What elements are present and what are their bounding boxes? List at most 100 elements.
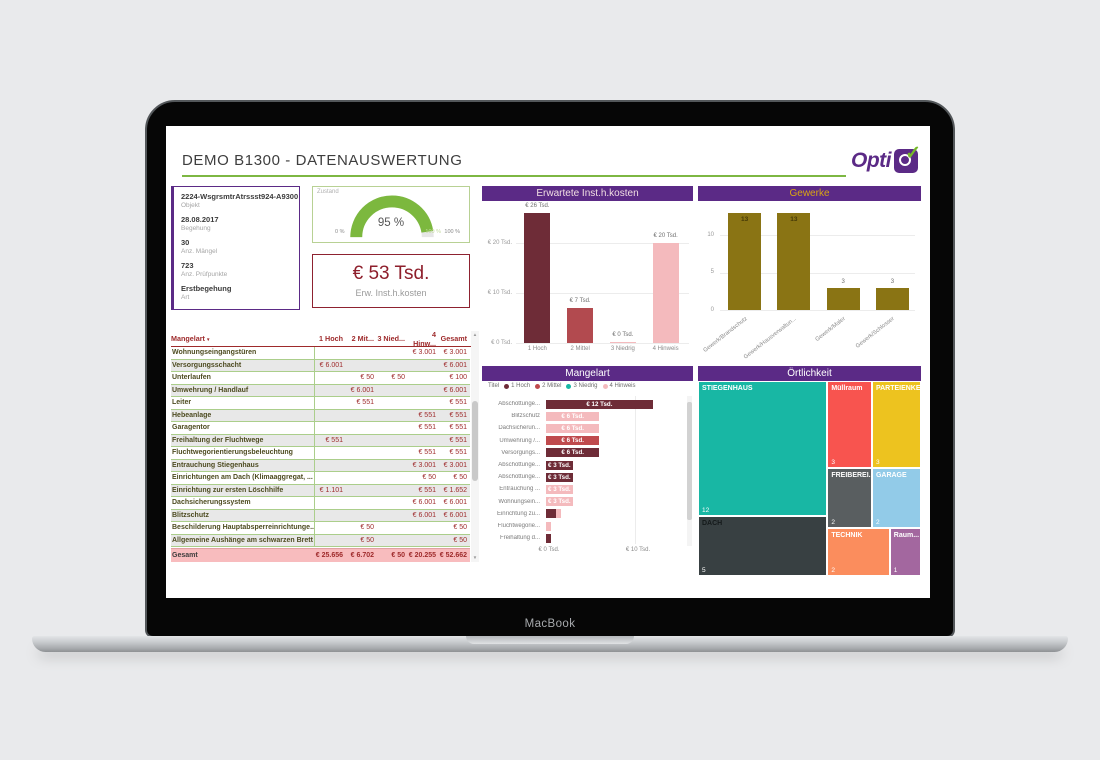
hbar-segment-1 Hoch[interactable]	[546, 509, 556, 519]
treemap-tile-label: Müllraum	[831, 385, 863, 392]
hbar-segment-1 Hoch[interactable]	[546, 472, 573, 482]
scroll-up-icon[interactable]: ▲	[472, 332, 478, 337]
legend-item-3 Niedrig[interactable]: 3 Niedrig	[566, 383, 598, 389]
bar-Gewerk/Brandschutz[interactable]	[728, 212, 762, 310]
bar-1 Hoch[interactable]	[524, 213, 551, 343]
treemap-tile-FREIBEREI...[interactable]: FREIBEREI... 2	[827, 467, 872, 529]
table-row[interactable]: Versorgungsschacht € 6.001 € 6.001	[171, 359, 470, 372]
table-row[interactable]: Dachsicherungssystem € 6.001 € 6.001	[171, 497, 470, 510]
table-cell-value: € 6.001	[443, 386, 467, 394]
table-row[interactable]: Leiter € 551 € 551	[171, 397, 470, 410]
sort-icon[interactable]: ▼	[205, 337, 211, 342]
table-row[interactable]: Blitzschutz € 6.001 € 6.001	[171, 509, 470, 522]
hbar-segment-1 Hoch[interactable]	[546, 399, 653, 409]
hbar-segment-4 Hinweis[interactable]	[546, 423, 600, 433]
table-row[interactable]: Umwehrung / Handlauf € 6.001 € 6.001	[171, 384, 470, 397]
hbar-row-Umwehrung /...[interactable]: Umwehrung /... € 6 Tsd.	[482, 435, 693, 447]
bar-Gewerk/Maler[interactable]	[826, 287, 860, 310]
legend-item-4 Hinweis[interactable]: 4 Hinweis	[602, 383, 636, 389]
hbar-row-Einrichtung zu...[interactable]: Einrichtung zu...	[482, 508, 693, 520]
hbar-segment-1 Hoch[interactable]	[546, 460, 573, 470]
hbar-row-Abschottunge...[interactable]: Abschottunge... € 12 Tsd.	[482, 398, 693, 410]
table-row[interactable]: Beschilderung Hauptabsperreinrichtunge..…	[171, 522, 470, 535]
info-field-label: Art	[181, 294, 190, 301]
treemap-tile-STIEGENHAUS[interactable]: STIEGENHAUS 12	[698, 381, 828, 516]
table-cell-value: € 551	[449, 399, 467, 406]
table-row[interactable]: Wohnungseingangstüren € 3.001 € 3.001	[171, 347, 470, 360]
hbar-row-Abschottunge...[interactable]: Abschottunge... € 3 Tsd.	[482, 459, 693, 471]
legend-item-2 Mittel[interactable]: 2 Mittel	[535, 383, 561, 389]
hbar-row-Abschottunge...[interactable]: Abschottunge... € 3 Tsd.	[482, 471, 693, 483]
bar-Gewerk/Hausverwaltun...[interactable]	[777, 212, 811, 310]
hbar-row-Blitzschutz[interactable]: Blitzschutz € 6 Tsd.	[482, 410, 693, 422]
table-header-cell[interactable]: 4 Hinw...	[413, 329, 436, 348]
table-header-mangelart[interactable]: Mangelart▼	[171, 334, 211, 343]
table-row[interactable]: Freihaltung der Fluchtwege € 551 € 551	[171, 434, 470, 447]
condition-gauge[interactable]: Zustand 95 % 0 % 100 % 100 %	[312, 186, 470, 243]
table-header-cell[interactable]: 2 Mit...	[351, 334, 374, 343]
bar-3 Niedrig[interactable]	[609, 341, 636, 343]
hbar-segment-1 Hoch[interactable]	[546, 533, 552, 543]
hbar-category-label: Versorgungs...	[501, 449, 540, 456]
table-row[interactable]: Einrichtungen am Dach (Klimaaggregat, ..…	[171, 472, 470, 485]
chart-scrollbar[interactable]	[687, 396, 692, 547]
table-cell-value	[315, 535, 346, 547]
legend-dot	[504, 383, 510, 389]
hbar-row-Dachsicherun...[interactable]: Dachsicherun... € 6 Tsd.	[482, 422, 693, 434]
hbar-row-Wohnungsein...[interactable]: Wohnungsein... € 3 Tsd.	[482, 496, 693, 508]
legend-title: Titel	[488, 383, 500, 389]
table-row[interactable]: Entrauchung Stiegenhaus € 3.001 € 3.001	[171, 459, 470, 472]
table-scrollbar[interactable]: ▲ ▼	[471, 331, 479, 562]
hbar-row-Entrauchung ...[interactable]: Entrauchung ... € 3 Tsd.	[482, 483, 693, 495]
hbar-segment-2 Mittel[interactable]	[546, 436, 600, 446]
info-field: 2224-WsgrsmtrAtrssst924-A9300 Objekt	[181, 192, 299, 209]
hbar-segment-4 Hinweis[interactable]	[546, 411, 600, 421]
hbar-segment-4 Hinweis[interactable]	[546, 521, 552, 531]
y-axis-tick: € 0 Tsd.	[491, 339, 512, 346]
table-cell-value	[346, 360, 377, 372]
treemap-tile-Müllraum[interactable]: Müllraum 3	[827, 381, 872, 468]
table-row[interactable]: Hebeanlage € 551 € 551	[171, 409, 470, 422]
x-axis-label: 2 Mittel	[570, 346, 590, 352]
table-row[interactable]: Einrichtung zur ersten Löschhilfe € 1.101…	[171, 484, 470, 497]
bar-4 Hinweis[interactable]	[652, 243, 679, 343]
scroll-down-icon[interactable]: ▼	[472, 555, 478, 560]
y-axis-tick: 0	[710, 306, 714, 313]
scrollbar-thumb[interactable]	[472, 401, 478, 481]
table-cell-value	[315, 347, 346, 359]
expected-cost-card[interactable]: € 53 Tsd. Erw. Inst.h.kosten	[312, 254, 470, 308]
info-field-value: 28.08.2017	[181, 215, 219, 224]
hbar-row-Freihaltung d...[interactable]: Freihaltung d...	[482, 532, 693, 544]
table-row[interactable]: Unterlaufen € 50 € 50 € 100	[171, 372, 470, 385]
treemap-tile-GARAGE[interactable]: GARAGE 2	[871, 467, 921, 529]
hbar-segment-4 Hinweis[interactable]	[555, 509, 562, 519]
treemap-tile-DACH[interactable]: DACH 5	[698, 515, 828, 576]
hbar-segment-1 Hoch[interactable]	[546, 448, 600, 458]
treemap-tile-TECHNIK[interactable]: TECHNIK 2	[827, 528, 890, 576]
gridline	[720, 272, 915, 274]
hbar-category-label: Abschottunge...	[498, 462, 540, 468]
table-row[interactable]: Fluchtwegorientierungsbeleuchtung € 551 € …	[171, 447, 470, 460]
table-header-cell[interactable]: 3 Nied...	[377, 334, 405, 343]
treemap-tile-PARTEIENKE...[interactable]: PARTEIENKE... 3	[871, 381, 921, 468]
hbar-row-Versorgungs...[interactable]: Versorgungs... € 6 Tsd.	[482, 447, 693, 459]
table-cell-value: € 551	[418, 411, 436, 419]
table-header-cell[interactable]: Gesamt	[440, 334, 467, 343]
hbar-segment-4 Hinweis[interactable]	[546, 484, 573, 494]
treemap-tile-Raum...[interactable]: Raum... 1	[889, 528, 921, 576]
hbar-category-label: Einrichtung zu...	[496, 510, 540, 517]
table-row[interactable]: Allgemeine Aushänge am schwarzen Brett € …	[171, 534, 470, 547]
hbar-row-Fluchtwegorie...[interactable]: Fluchtwegorie...	[482, 520, 693, 532]
table-header-cell[interactable]: 1 Hoch	[319, 334, 343, 343]
x-axis-tick: € 10 Tsd.	[625, 547, 651, 554]
bar-Gewerk/Schlosser[interactable]	[875, 287, 909, 310]
table-row-label: Wohnungseingangstüren	[171, 347, 315, 359]
bar-2 Mittel[interactable]	[567, 308, 594, 343]
gridline-vertical	[635, 396, 637, 545]
gauge-min-label: 0 %	[335, 229, 345, 235]
table-row[interactable]: Garagentor € 551 € 551	[171, 422, 470, 435]
table-cell-value: € 50	[453, 474, 467, 481]
hbar-segment-4 Hinweis[interactable]	[546, 497, 573, 507]
scrollbar-thumb[interactable]	[687, 402, 692, 520]
legend-item-1 Hoch[interactable]: 1 Hoch	[504, 383, 530, 389]
